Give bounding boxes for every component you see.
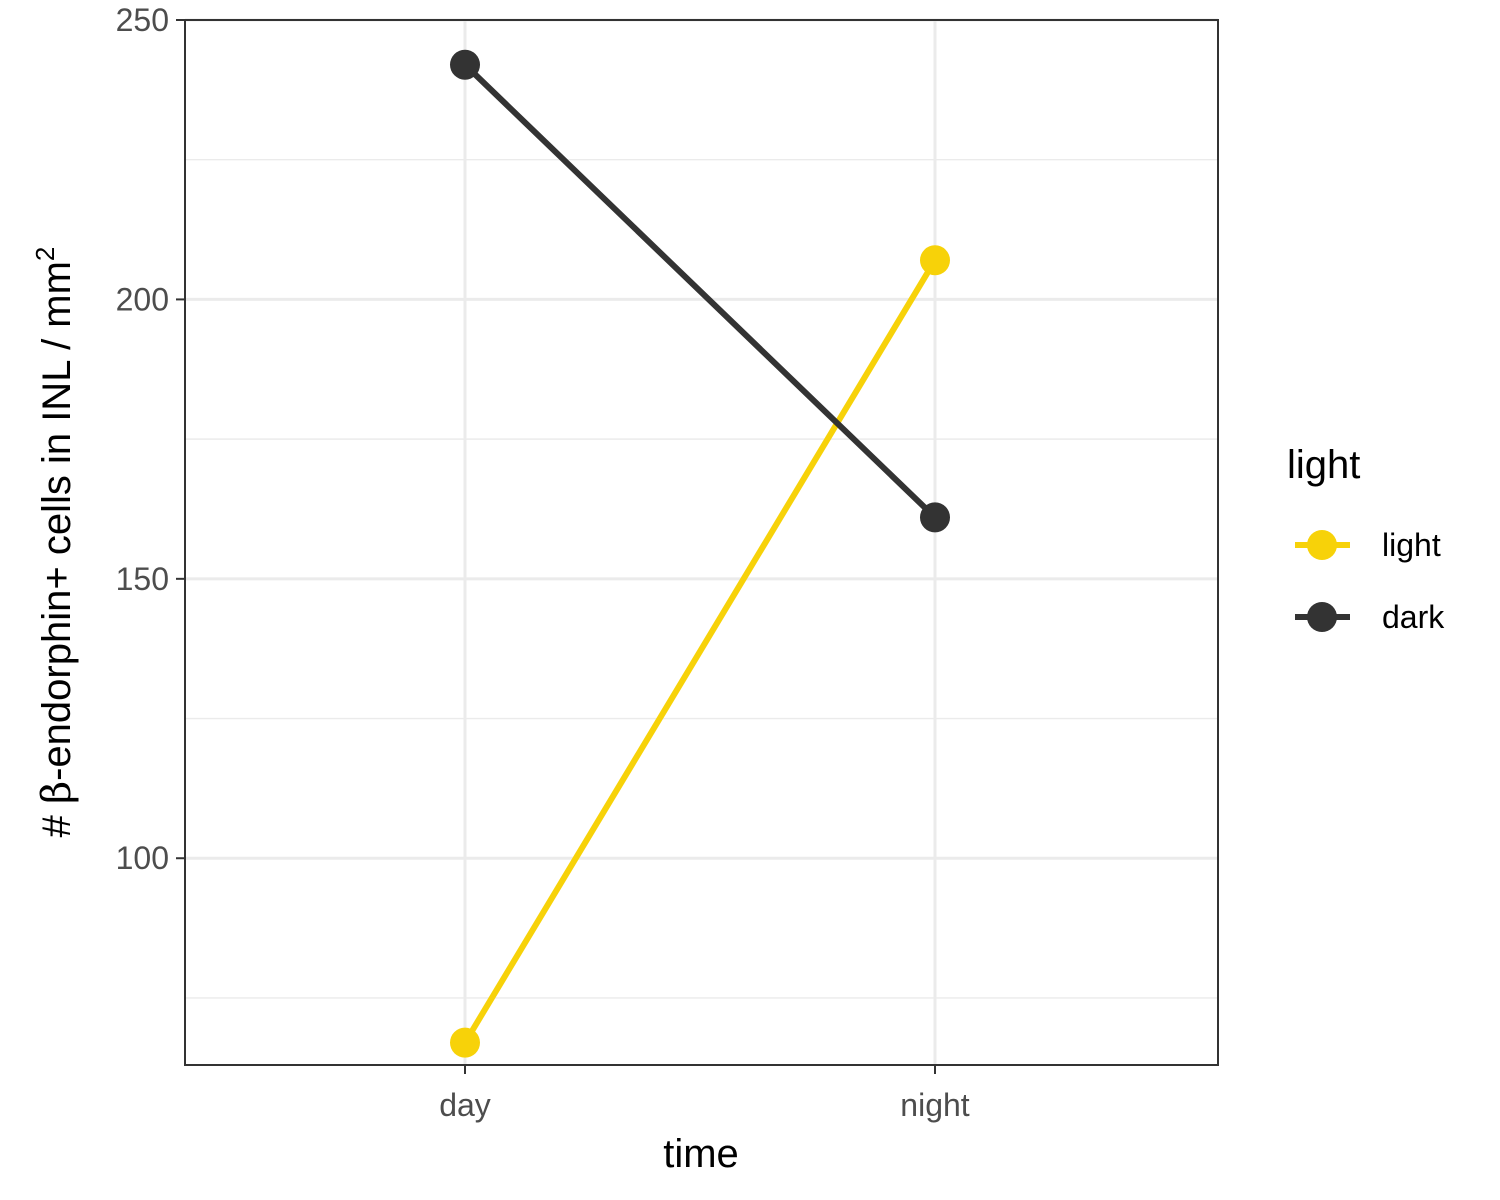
major-gridlines	[185, 18, 1218, 1065]
series-line-light	[462, 258, 938, 1045]
y-axis-title-greek: β	[34, 781, 80, 804]
y-tick-label: 200	[116, 281, 169, 317]
legend-items: light dark	[1295, 527, 1445, 635]
data-point-light-day	[450, 1027, 480, 1058]
legend-key-point-dark	[1307, 602, 1337, 632]
data-point-light-night	[920, 245, 950, 276]
data-point-dark-day	[450, 49, 480, 80]
y-axis-ticks: 100 150 200 250	[116, 2, 185, 876]
legend-key-point-light	[1307, 530, 1337, 560]
panel-background	[185, 20, 1218, 1065]
series-layer	[450, 49, 950, 1058]
x-axis-title: time	[663, 1132, 739, 1176]
legend-label-light: light	[1382, 527, 1441, 563]
y-tick-label: 150	[116, 561, 169, 597]
x-axis-ticks: day night	[439, 1065, 970, 1123]
legend-label-dark: dark	[1382, 599, 1445, 635]
series-line-dark	[462, 62, 938, 520]
y-axis-title: # β-endorphin+ cells in INL / mm2	[30, 247, 80, 838]
y-tick-label: 250	[116, 2, 169, 38]
legend-title: light	[1287, 443, 1360, 487]
minor-gridlines	[185, 159, 1218, 999]
x-tick-label: night	[900, 1087, 970, 1123]
y-axis-title-prefix: #	[35, 804, 79, 837]
y-axis-title-main: -endorphin+ cells in INL / mm	[35, 261, 79, 781]
legend: light light dark	[1287, 443, 1445, 635]
y-tick-label: 100	[116, 840, 169, 876]
x-tick-label: day	[439, 1087, 491, 1123]
y-axis-title-superscript: 2	[30, 247, 60, 261]
data-point-dark-night	[920, 502, 950, 533]
panel-border	[184, 19, 1219, 1066]
